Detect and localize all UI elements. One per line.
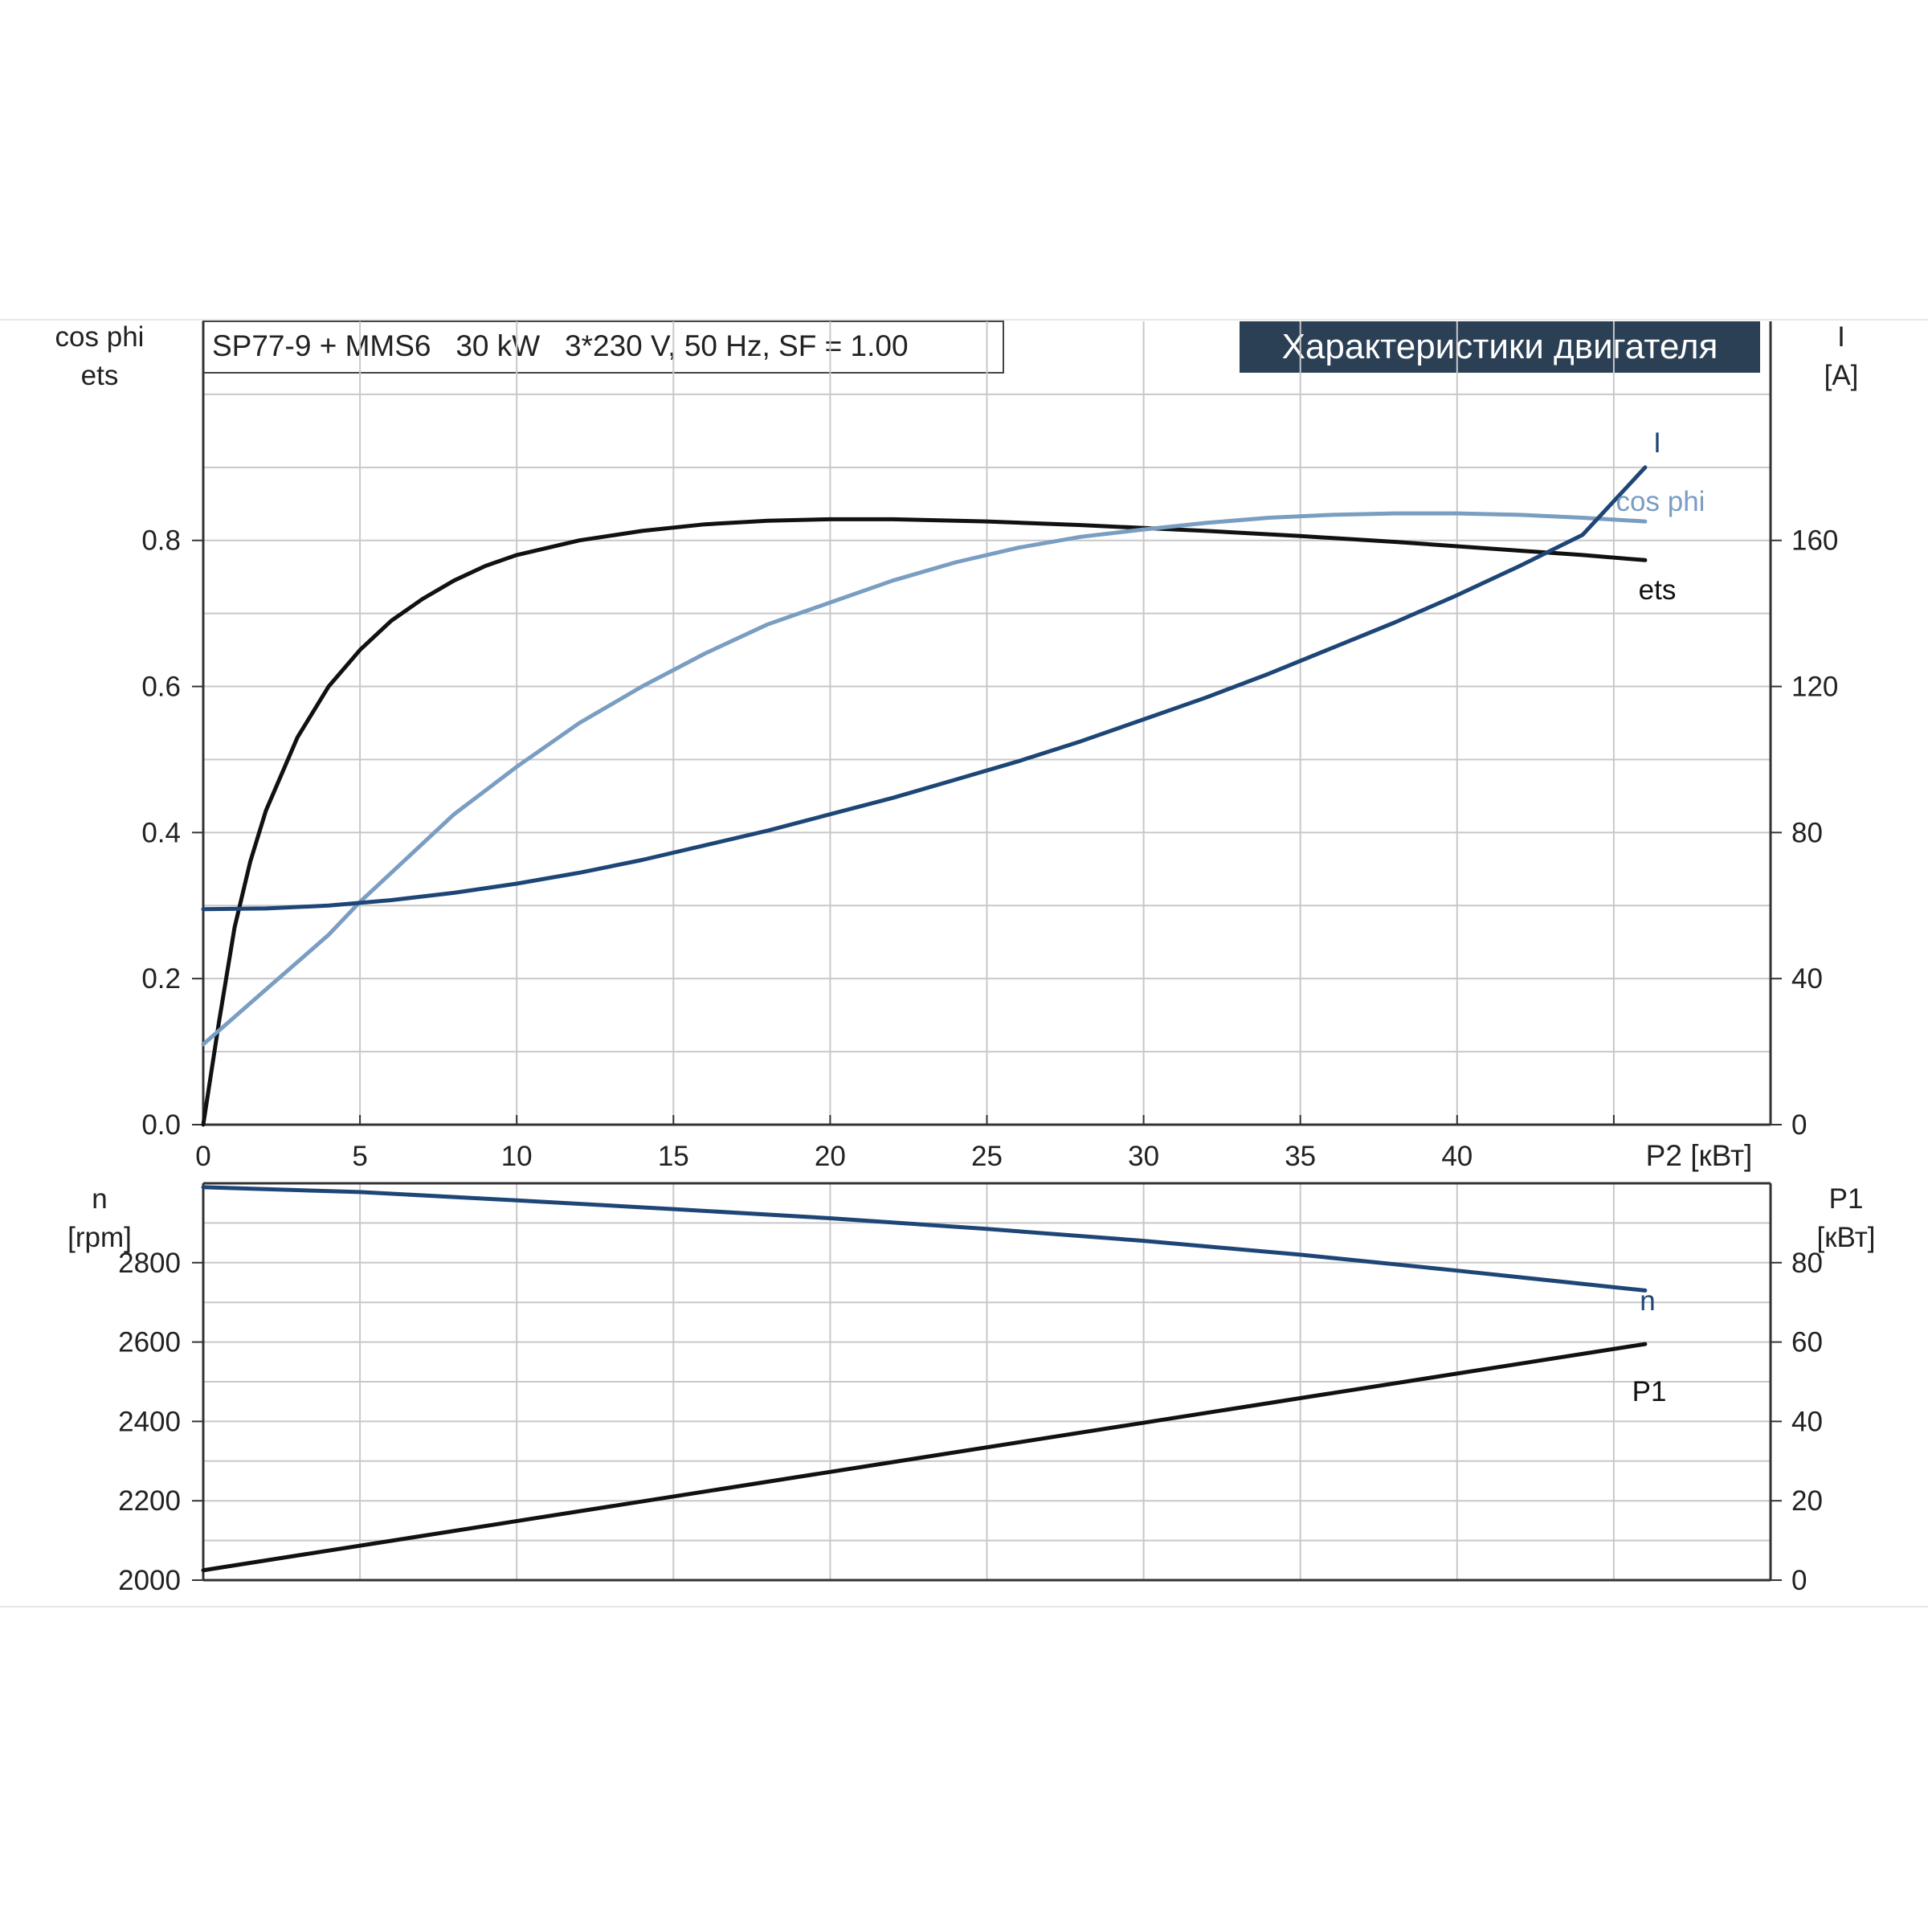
x-axis-label: P2 [кВт] xyxy=(1646,1139,1753,1172)
x-tick-label: 15 xyxy=(658,1141,689,1172)
series-line-p1 xyxy=(201,1342,1648,1573)
bottom-left-tick-label: 2400 xyxy=(118,1406,181,1437)
top-right-tick-label: 160 xyxy=(1791,525,1838,557)
bottom-right-tick-label: 20 xyxy=(1791,1485,1823,1517)
info-box-text: SP77-9 + MMS6 30 kW 3*230 V, 50 Hz, SF =… xyxy=(212,329,909,362)
x-tick-label: 5 xyxy=(352,1141,367,1172)
top-left-tick-label: 0.6 xyxy=(141,672,181,703)
series-label-n: n xyxy=(1640,1285,1655,1317)
x-tick-label: 0 xyxy=(195,1141,210,1172)
x-tick-label: 35 xyxy=(1285,1141,1316,1172)
bottom-right-tick-label: 0 xyxy=(1791,1565,1807,1596)
top-right-tick-label: 80 xyxy=(1791,817,1823,848)
series-line-n xyxy=(201,1185,1648,1293)
bottom-left-tick-label: 2000 xyxy=(118,1565,181,1596)
p1-axis-label-line-1: P1 xyxy=(1829,1183,1864,1215)
right-axis-label-line-1: I xyxy=(1837,321,1845,353)
bottom-right-tick-label: 40 xyxy=(1791,1406,1823,1437)
n-axis-label-line-1: n xyxy=(92,1183,107,1215)
top-left-tick-label: 0.0 xyxy=(141,1109,181,1141)
left-axis-label-line-2: ets xyxy=(81,360,119,391)
bottom-left-tick-label: 2200 xyxy=(118,1485,181,1517)
left-axis-label-line-1: cos phi xyxy=(55,321,145,353)
x-tick-label: 25 xyxy=(971,1141,1003,1172)
series-label-cos-phi: cos phi xyxy=(1616,486,1705,517)
series-line-i xyxy=(201,465,1648,912)
x-tick-label: 20 xyxy=(815,1141,846,1172)
x-tick-label: 10 xyxy=(501,1141,533,1172)
bottom-right-tick-label: 80 xyxy=(1791,1248,1823,1279)
title-badge xyxy=(1240,321,1760,373)
series-line-ets xyxy=(201,517,1648,1127)
top-right-tick-label: 120 xyxy=(1791,672,1838,703)
series-label-i: I xyxy=(1653,427,1661,459)
x-tick-label: 40 xyxy=(1441,1141,1473,1172)
top-right-tick-label: 0 xyxy=(1791,1109,1807,1141)
top-right-tick-label: 40 xyxy=(1791,963,1823,995)
bottom-left-tick-label: 2800 xyxy=(118,1248,181,1279)
top-left-tick-label: 0.8 xyxy=(141,525,181,557)
series-line-cos-phi xyxy=(201,511,1648,1047)
x-tick-label: 30 xyxy=(1128,1141,1159,1172)
series-label-p1: P1 xyxy=(1632,1376,1667,1407)
chart-title: Характеристики двигателя xyxy=(1282,327,1718,366)
top-left-tick-label: 0.2 xyxy=(141,963,181,995)
n-axis-label-line-2: [rpm] xyxy=(67,1222,132,1253)
bottom-right-tick-label: 60 xyxy=(1791,1327,1823,1358)
plot-layer: 0.0 0.2 0.4 0.6 0.8 0 40 80 120 160 0 5 10 15 20 25 30 35… xyxy=(118,321,1838,1596)
p1-axis-label-line-2: [кВт] xyxy=(1817,1222,1876,1253)
right-axis-label-line-2: [A] xyxy=(1824,360,1859,391)
series-label-ets: ets xyxy=(1639,574,1677,606)
top-left-tick-label: 0.4 xyxy=(141,817,181,848)
bottom-left-tick-label: 2600 xyxy=(118,1327,181,1358)
